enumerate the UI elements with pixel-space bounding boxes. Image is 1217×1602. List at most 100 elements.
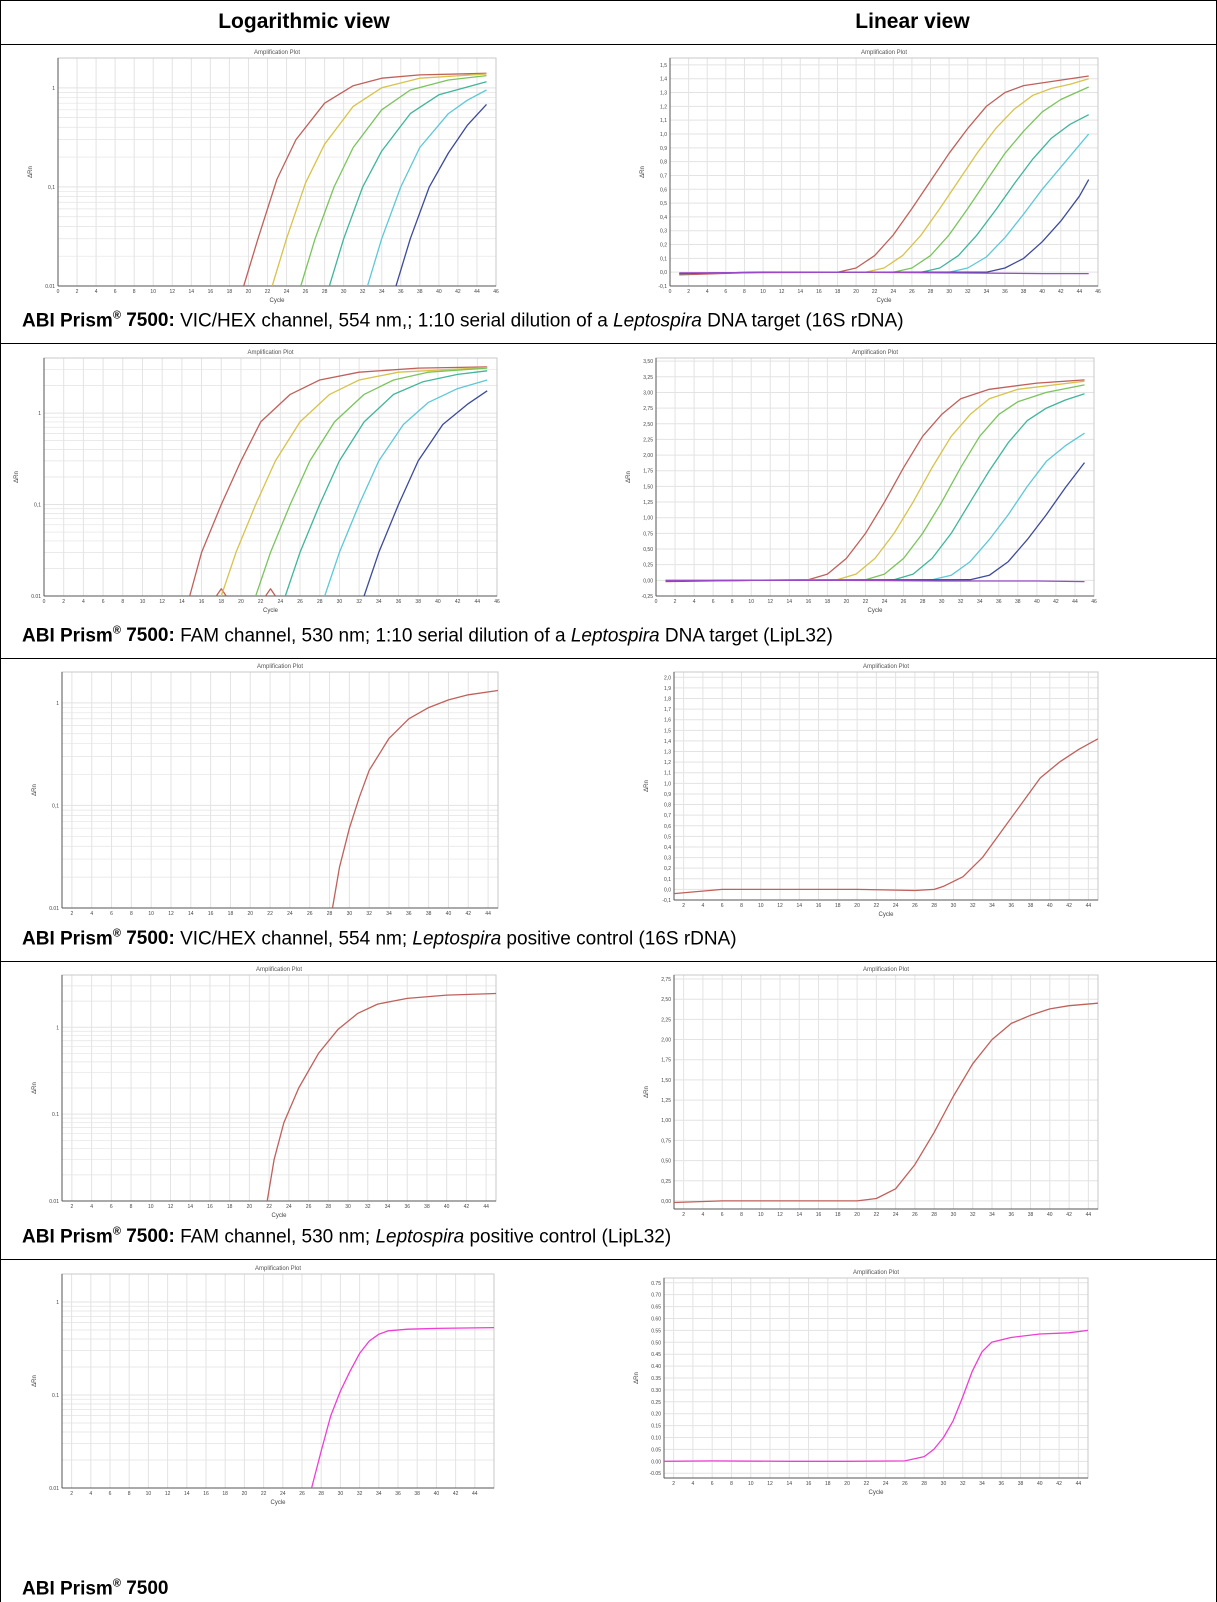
table-border-left: [0, 0, 1, 1602]
y-axis-label: ΔRn: [32, 1082, 38, 1094]
series-line-navy: [679, 179, 1090, 275]
series-line-navy: [395, 103, 487, 286]
x-tick-label: 46: [494, 599, 500, 605]
series-line-navy: [665, 462, 1086, 582]
plot-frame: [673, 974, 1099, 1210]
x-tick-label: 18: [825, 1481, 831, 1487]
x-tick-label: 16: [208, 289, 214, 295]
x-tick-label: 18: [218, 599, 224, 605]
y-tick-label: 0,00: [661, 1199, 671, 1205]
x-tick-label: 6: [114, 289, 117, 295]
x-tick-label: 0: [655, 599, 658, 605]
x-tick-label: 10: [748, 1481, 754, 1487]
x-tick-label: 6: [724, 289, 727, 295]
caption-row-4: ABI Prism® 7500: FAM channel, 530 nm; Le…: [22, 1226, 672, 1248]
x-tick-label: 12: [779, 289, 785, 295]
x-tick-label: 14: [184, 1491, 190, 1497]
y-tick-label: 0,7: [664, 813, 671, 819]
x-tick-label: 18: [228, 911, 234, 917]
chart-title: Amplification Plot: [852, 350, 898, 356]
x-tick-label: 30: [341, 289, 347, 295]
x-tick-label: 30: [345, 1204, 351, 1210]
x-tick-label: 38: [424, 1204, 430, 1210]
x-tick-label: 36: [398, 289, 404, 295]
x-tick-label: 2: [687, 289, 690, 295]
y-tick-label: 2,75: [661, 977, 671, 983]
x-tick-label: 42: [455, 599, 461, 605]
y-tick-label: 0.00: [651, 1459, 661, 1465]
x-tick-label: 12: [168, 911, 174, 917]
x-tick-label: 8: [731, 599, 734, 605]
x-tick-label: 14: [797, 289, 803, 295]
header-rule: [0, 44, 1217, 45]
x-tick-label: 34: [989, 903, 995, 909]
y-tick-label: 0.50: [651, 1340, 661, 1346]
x-tick-label: 32: [965, 289, 971, 295]
y-tick-label: 1,4: [664, 739, 671, 745]
y-tick-label: 2,50: [643, 422, 653, 428]
y-tick-label: 0,50: [643, 547, 653, 553]
y-tick-label: 0.01: [49, 1486, 59, 1492]
x-tick-label: 22: [267, 911, 273, 917]
x-tick-label: 4: [89, 1491, 92, 1497]
x-tick-label: 36: [1008, 1212, 1014, 1218]
x-tick-label: 38: [1015, 599, 1021, 605]
x-tick-label: 30: [951, 903, 957, 909]
x-tick-label: 6: [721, 903, 724, 909]
x-tick-label: 40: [444, 1204, 450, 1210]
x-tick-label: 16: [816, 1212, 822, 1218]
x-tick-label: 44: [1077, 289, 1083, 295]
y-tick-label: 1,0: [660, 132, 667, 138]
y-tick-label: -0.05: [650, 1471, 662, 1477]
x-tick-label: 42: [1053, 599, 1059, 605]
y-tick-label: 0,1: [34, 503, 41, 509]
x-tick-label: 28: [931, 903, 937, 909]
x-tick-label: 0: [43, 599, 46, 605]
x-tick-label: 24: [280, 1491, 286, 1497]
x-tick-label: 8: [133, 289, 136, 295]
x-tick-label: 24: [891, 289, 897, 295]
y-tick-label: 0.05: [651, 1447, 661, 1453]
y-tick-label: 1,4: [660, 77, 667, 83]
x-tick-label: 38: [417, 289, 423, 295]
y-tick-label: 1,25: [643, 500, 653, 506]
x-tick-label: 24: [278, 599, 284, 605]
x-tick-label: 36: [1002, 289, 1008, 295]
x-tick-label: 6: [711, 1481, 714, 1487]
x-tick-label: 22: [863, 599, 869, 605]
x-tick-label: 30: [337, 599, 343, 605]
y-tick-label: 0,00: [643, 578, 653, 584]
x-tick-label: 34: [379, 289, 385, 295]
x-tick-label: 16: [806, 1481, 812, 1487]
x-tick-label: 36: [406, 911, 412, 917]
table-border-top: [0, 0, 1217, 1]
y-tick-label: 0.60: [651, 1316, 661, 1322]
x-tick-label: 14: [188, 911, 194, 917]
x-tick-label: 36: [998, 1481, 1004, 1487]
y-tick-label: 1,00: [643, 516, 653, 522]
y-tick-label: 1,00: [661, 1118, 671, 1124]
chart-title: Amplification Plot: [863, 664, 909, 670]
x-tick-label: 22: [258, 599, 264, 605]
x-axis-label: Cycle: [867, 608, 883, 614]
y-tick-label: 2,25: [643, 437, 653, 443]
y-tick-label: 1,3: [660, 91, 667, 97]
y-tick-label: 2,25: [661, 1017, 671, 1023]
y-tick-label: 1,1: [660, 118, 667, 124]
x-tick-label: 6: [109, 1491, 112, 1497]
x-tick-label: 6: [102, 599, 105, 605]
x-tick-label: 12: [767, 599, 773, 605]
x-tick-label: 40: [1047, 1212, 1053, 1218]
x-tick-label: 20: [242, 1491, 248, 1497]
y-tick-label: 1,3: [664, 750, 671, 756]
x-tick-label: 44: [1076, 1481, 1082, 1487]
x-axis-label: Cycle: [271, 1213, 287, 1219]
x-tick-label: 34: [977, 599, 983, 605]
x-tick-label: 44: [1086, 1212, 1092, 1218]
chart-title: Amplification Plot: [254, 50, 300, 56]
x-tick-label: 22: [874, 1212, 880, 1218]
x-tick-label: 22: [864, 1481, 870, 1487]
